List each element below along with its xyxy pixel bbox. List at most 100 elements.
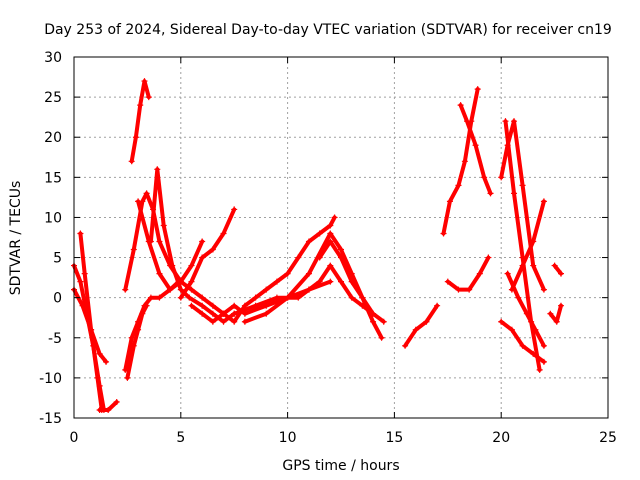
series-sat-z-point bbox=[558, 270, 565, 277]
series-sat-c-point bbox=[96, 350, 103, 357]
series-sat-n-point bbox=[338, 278, 344, 285]
series-sat-a-point bbox=[83, 310, 90, 317]
series-sat-u-trace bbox=[499, 119, 546, 292]
series-sat-h-point bbox=[199, 302, 206, 309]
series-sat-g-point bbox=[199, 294, 206, 301]
series-sat-k-point bbox=[177, 294, 184, 301]
series-sat-m-point bbox=[241, 302, 248, 309]
y-tick-label: 15 bbox=[44, 170, 62, 186]
series-sat-u-point bbox=[511, 118, 518, 125]
series-sat-k-trace bbox=[178, 207, 237, 300]
series-sat-d-point bbox=[113, 398, 120, 405]
series-sat-p-point bbox=[348, 278, 355, 285]
series-sat-f-point bbox=[122, 366, 129, 373]
series-sat-h-point bbox=[177, 286, 184, 293]
series-sat-g-point bbox=[156, 238, 163, 245]
series-sat-n-point bbox=[231, 310, 238, 317]
series-sat-r-trace bbox=[441, 87, 480, 236]
series-sat-f-point bbox=[147, 294, 154, 301]
series-sat-g-point bbox=[143, 190, 150, 197]
series-sat-n-point bbox=[348, 294, 355, 301]
series-sat-w-point bbox=[540, 358, 547, 365]
series-sat-k-point bbox=[231, 206, 238, 213]
series-sat-m-point bbox=[220, 310, 227, 317]
series-sat-n-point bbox=[252, 302, 259, 309]
series-sat-m-point bbox=[252, 294, 259, 301]
series-sat-t-point bbox=[464, 118, 471, 125]
series-sat-q-point bbox=[434, 302, 441, 309]
series-sat-i-point bbox=[145, 94, 152, 101]
series-sat-b-trace bbox=[78, 231, 104, 412]
y-axis-label: SDTVAR / TECUs bbox=[8, 181, 24, 296]
series-sat-c-point bbox=[79, 302, 86, 309]
series-sat-h-point bbox=[220, 318, 227, 325]
series-sat-v-point bbox=[536, 366, 543, 373]
series-sat-l-point bbox=[263, 302, 270, 309]
series-sat-s-point bbox=[444, 278, 451, 285]
series-sat-v-point bbox=[502, 118, 509, 125]
series-sat-s-point bbox=[485, 254, 492, 261]
axes: 0 5 10 15 20 25 -15 -10 -5 0 5 10 15 20 25 30 bbox=[39, 50, 617, 446]
series-sat-n-point bbox=[305, 286, 312, 293]
series-sat-y-trace bbox=[509, 199, 546, 292]
series-sat-p-point bbox=[327, 238, 334, 245]
series-sat-l-point bbox=[188, 302, 195, 309]
series-sat-i-point bbox=[137, 102, 144, 109]
series-sat-e-point bbox=[124, 374, 131, 381]
series-sat-f-point bbox=[128, 334, 135, 341]
series-sat-m-point bbox=[295, 254, 302, 261]
data-markers bbox=[71, 78, 565, 413]
series-sat-p-point bbox=[378, 334, 385, 341]
series-sat-n-point bbox=[316, 278, 323, 285]
series-sat-j-point bbox=[199, 238, 206, 245]
series-sat-k-point bbox=[209, 246, 216, 253]
series-sat-f-point bbox=[135, 318, 142, 325]
series-sat-o-point bbox=[380, 318, 387, 325]
y-tick-label: 20 bbox=[44, 130, 62, 146]
y-tick-label: -10 bbox=[39, 371, 62, 387]
series-sat-e-point bbox=[135, 326, 142, 333]
x-tick-label: 15 bbox=[385, 430, 403, 446]
series-sat-m-point bbox=[263, 286, 270, 293]
y-tick-label: 25 bbox=[44, 90, 62, 106]
series-sat-r-point bbox=[461, 158, 468, 165]
series-sat-a-point bbox=[77, 278, 84, 285]
series-sat-u-point bbox=[498, 174, 505, 181]
series-sat-s-point bbox=[476, 270, 483, 277]
series-sat-h-trace bbox=[148, 167, 237, 324]
y-tick-label: -5 bbox=[48, 331, 62, 347]
series-sat-x-point bbox=[523, 310, 530, 317]
series-sat-o-point bbox=[263, 310, 270, 317]
series-sat-y-point bbox=[530, 238, 537, 245]
y-tick-label: -15 bbox=[39, 411, 62, 427]
series-sat-d-point bbox=[96, 406, 103, 413]
series-sat-o-point bbox=[348, 270, 355, 277]
series-sat-r-point bbox=[474, 86, 481, 93]
series-sat-m-point bbox=[273, 278, 280, 285]
series-sat-i-trace bbox=[129, 79, 151, 164]
series-sat-z-point bbox=[551, 262, 558, 269]
data-traces bbox=[72, 79, 563, 412]
series-sat-u-point bbox=[540, 286, 547, 293]
series-sat-x-point bbox=[515, 294, 522, 301]
series-sat-f-point bbox=[141, 302, 148, 309]
series-sat-o-point bbox=[305, 270, 312, 277]
series-sat-o-point bbox=[338, 246, 344, 253]
series-sat-x-point bbox=[532, 326, 539, 333]
series-sat-m-point bbox=[305, 238, 312, 245]
series-sat-t-point bbox=[487, 190, 494, 197]
x-tick-label: 10 bbox=[279, 430, 297, 446]
series-sat-v-point bbox=[528, 318, 535, 325]
series-sat-j-point bbox=[156, 270, 163, 277]
series-sat-i-point bbox=[141, 78, 148, 85]
series-sat-y-point bbox=[508, 286, 515, 293]
series-sat-aa-point bbox=[558, 302, 565, 309]
plot-frame bbox=[73, 56, 609, 419]
series-sat-e-point bbox=[130, 342, 137, 349]
series-sat-p-point bbox=[370, 318, 377, 325]
series-sat-q-point bbox=[423, 318, 430, 325]
series-sat-u-point bbox=[504, 142, 511, 149]
series-sat-j-point bbox=[135, 198, 142, 205]
series-sat-p-point bbox=[359, 294, 366, 301]
